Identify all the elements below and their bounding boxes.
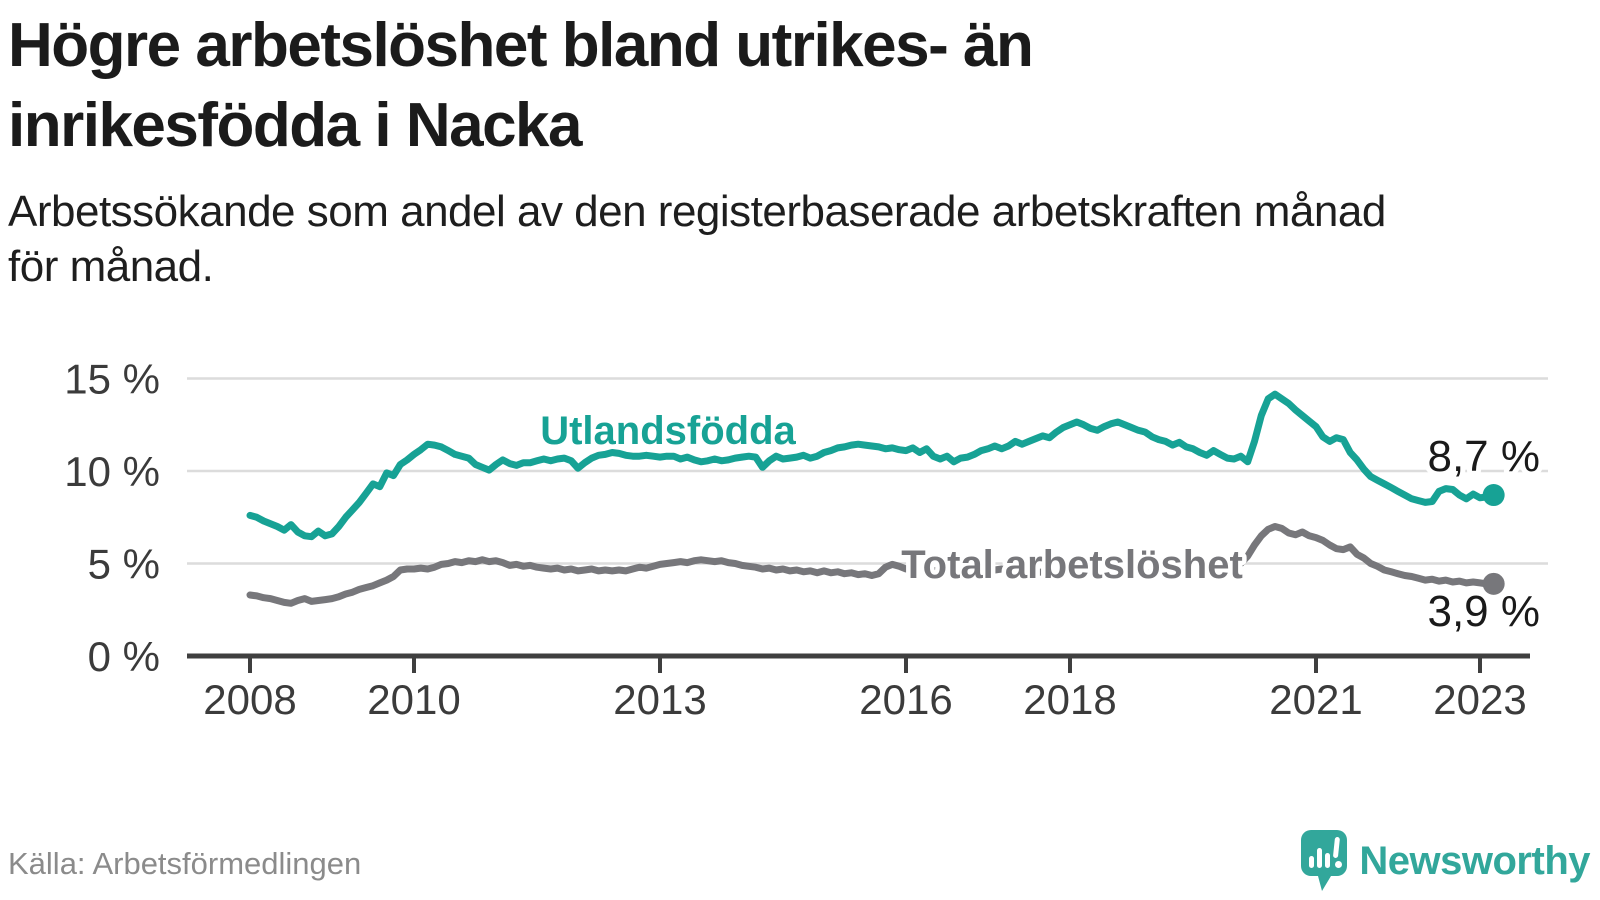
series-label-total-arbetsloshet: Total arbetslöshet — [901, 543, 1243, 587]
gridlines: 0 % 5 % 10 % 15 % — [64, 356, 1548, 680]
series-line-1 — [246, 523, 1498, 607]
page-title: Högre arbetslöshet bland utrikes- än inr… — [8, 6, 1034, 166]
logo-exclamation-dot — [1335, 861, 1343, 868]
logo-exclamation-bar — [1333, 837, 1341, 858]
x-tick-label-2010: 2010 — [367, 676, 460, 723]
end-value-label-total-arbetsloshet: 3,9 % — [1427, 587, 1540, 636]
y-tick-label-0: 0 % — [88, 633, 160, 680]
y-tick-label-10: 10 % — [64, 448, 160, 495]
logo-bar-3 — [1325, 853, 1331, 868]
x-tick-label-2016: 2016 — [859, 676, 952, 723]
chart-labels: Utlandsfödda Total arbetslöshet 8,7 % 3,… — [536, 405, 1545, 642]
y-tick-label-5: 5 % — [88, 541, 160, 588]
x-tick-label-2008: 2008 — [203, 676, 296, 723]
subtitle-line-2: för månad. — [8, 242, 214, 291]
chart-subtitle: Arbetssökande som andel av den registerb… — [8, 184, 1386, 294]
series-line-0 — [246, 390, 1498, 541]
logo-bar-2 — [1317, 848, 1323, 868]
x-axis: 2008 2010 2013 2016 2018 2021 2023 — [187, 653, 1530, 723]
series-lines — [246, 390, 1505, 607]
logo-bubble — [1301, 830, 1348, 891]
brand-name: Newsworthy — [1359, 838, 1590, 883]
subtitle-line-1: Arbetssökande som andel av den registerb… — [8, 187, 1386, 236]
title-line-1: Högre arbetslöshet bland utrikes- än — [8, 11, 1034, 80]
series-end-dot-0 — [1482, 484, 1505, 507]
source-note: Källa: Arbetsförmedlingen — [8, 846, 362, 881]
newsworthy-brand: Newsworthy — [1301, 830, 1590, 892]
title-line-2: inrikesfödda i Nacka — [8, 91, 583, 160]
end-value-label-utlandsfodda: 8,7 % — [1427, 432, 1540, 481]
x-tick-label-2023: 2023 — [1433, 676, 1526, 723]
x-tick-label-2021: 2021 — [1269, 676, 1362, 723]
series-label-utlandsfodda: Utlandsfödda — [540, 409, 796, 453]
x-tick-label-2013: 2013 — [613, 676, 706, 723]
series-end-dot-1 — [1482, 572, 1505, 595]
y-tick-label-15: 15 % — [64, 356, 160, 403]
x-tick-label-2018: 2018 — [1023, 676, 1116, 723]
logo-bar-1 — [1309, 856, 1315, 868]
newsworthy-logo-icon — [1301, 830, 1348, 891]
